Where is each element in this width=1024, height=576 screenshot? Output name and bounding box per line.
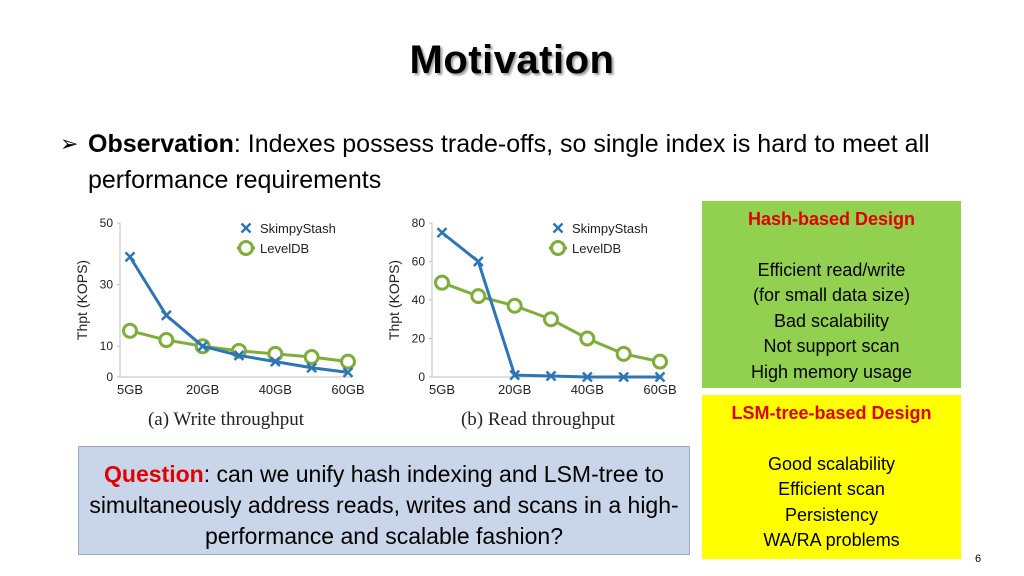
y-tick-label: 0 [106,370,113,384]
y-tick-label: 80 [412,216,426,230]
y-tick-label: 10 [100,339,114,353]
y-tick-label: 50 [100,216,114,230]
skimpystash-point [197,340,209,352]
marker-stroke [124,251,136,263]
question-box: Question: can we unify hash indexing and… [78,446,690,555]
read-chart-svg: 0 20 40 60 80 5GB 20GB 40GB 60GB Thpt (KOPS) Skimp… [386,216,677,430]
lsm-design-heading: LSM-tree-based Design [731,403,932,423]
observation-text: Observation: Indexes possess trade-offs,… [88,126,960,198]
legend-label: LevelDB [572,241,621,256]
y-axis-label: Thpt (KOPS) [74,260,90,340]
y-tick-label: 30 [100,278,114,292]
chart-caption: (a) Write throughput [148,409,305,430]
x-tick-label: 5GB [117,382,143,397]
skimpystash-point [654,371,666,383]
marker-stroke [618,371,630,383]
lsm-line: WA/RA problems [763,530,900,550]
question-text: : can we unify hash indexing and LSM-tre… [89,461,679,549]
x-tick-label: 60GB [331,382,364,397]
leveldb-point [615,345,632,362]
y-tick-label: 60 [412,255,426,269]
skimpystash-point [342,366,354,378]
x-tick-label: 20GB [498,382,531,397]
y-tick-label: 40 [412,293,426,307]
hash-line: Not support scan [763,336,900,356]
skimpystash-point [269,356,281,367]
y-axis-label: Thpt (KOPS) [386,260,402,340]
write-chart-svg: 0 10 30 50 5GB 20GB 40GB 60GB Thpt (KOPS) SkimpyS… [74,216,365,430]
skimpystash-point [160,310,172,321]
legend-marker-x [240,222,252,234]
legend-marker-circle [238,240,254,256]
marker-stroke [472,256,484,267]
skimpystash-point [509,369,521,381]
skimpystash-point [306,362,318,374]
read-throughput-chart: 0 20 40 60 80 5GB 20GB 40GB 60GB Thpt (KOPS) Skimp… [382,205,682,440]
y-tick-label: 0 [418,370,425,384]
marker-stroke [342,366,354,378]
hash-line: Bad scalability [773,310,890,331]
legend-label: LevelDB [260,241,309,256]
marker-stroke [509,369,521,381]
skimpystash-point [618,371,630,383]
leveldb-point [543,311,559,328]
x-tick-label: 40GB [571,382,604,397]
y-tick-label: 20 [412,332,426,346]
x-tick-label: 60GB [643,382,676,397]
observation-body: : Indexes possess trade-offs, so single … [88,130,930,194]
hash-design-box: Hash-based Design Efficient read/write (… [702,201,961,388]
leveldb-point [506,297,523,314]
skimpystash-point [233,350,245,361]
marker-stroke [436,227,448,239]
leveldb-point [340,353,356,370]
x-tick-label: 5GB [429,382,455,397]
chart-caption: (b) Read throughput [461,409,616,430]
observation-label: Observation [88,130,234,158]
lsm-design-box: LSM-tree-based Design Good scalability E… [702,395,961,559]
legend-label: SkimpyStash [572,221,648,236]
hash-line: High memory usage [750,361,913,382]
marker-stroke [545,370,557,382]
leveldb-point [434,274,450,291]
marker-stroke [197,340,209,352]
question-label: Question [104,461,204,487]
leveldb-point [158,332,175,349]
hash-line: (for small data size) [752,285,911,305]
x-tick-label: 40GB [259,382,292,397]
leveldb-point [303,348,320,365]
skimpystash-point [472,256,484,267]
hash-line: Efficient read/write [757,259,906,280]
skimpystash-point [436,227,448,239]
marker-stroke [654,371,666,383]
lsm-line: Persistency [784,504,879,525]
write-throughput-chart: 0 10 30 50 5GB 20GB 40GB 60GB Thpt (KOPS) SkimpyS… [70,205,370,440]
marker-stroke [269,356,281,367]
marker-stroke [581,371,593,383]
leveldb-point [579,330,596,347]
legend-label: SkimpyStash [260,221,336,236]
page-number: 6 [975,553,982,565]
skimpystash-point [545,370,557,382]
observation-bullet: ➢ Observation: Indexes possess trade-off… [60,126,960,198]
hash-design-heading: Hash-based Design [747,209,916,229]
marker-stroke [306,362,318,374]
marker-stroke [233,350,245,361]
leveldb-point [470,288,487,305]
legend-marker-x [552,222,564,234]
lsm-line: Good scalability [767,453,896,474]
skimpystash-point [124,251,136,263]
leveldb-point [122,322,138,339]
marker-stroke [160,310,172,321]
slide-title: Motivation [409,38,615,82]
lsm-line: Efficient scan [778,479,885,499]
leveldb-point [652,353,668,370]
x-tick-label: 20GB [186,382,219,397]
arrow-bullet-icon: ➢ [60,131,79,156]
skimpystash-point [581,371,593,383]
legend-marker-circle [550,240,566,256]
